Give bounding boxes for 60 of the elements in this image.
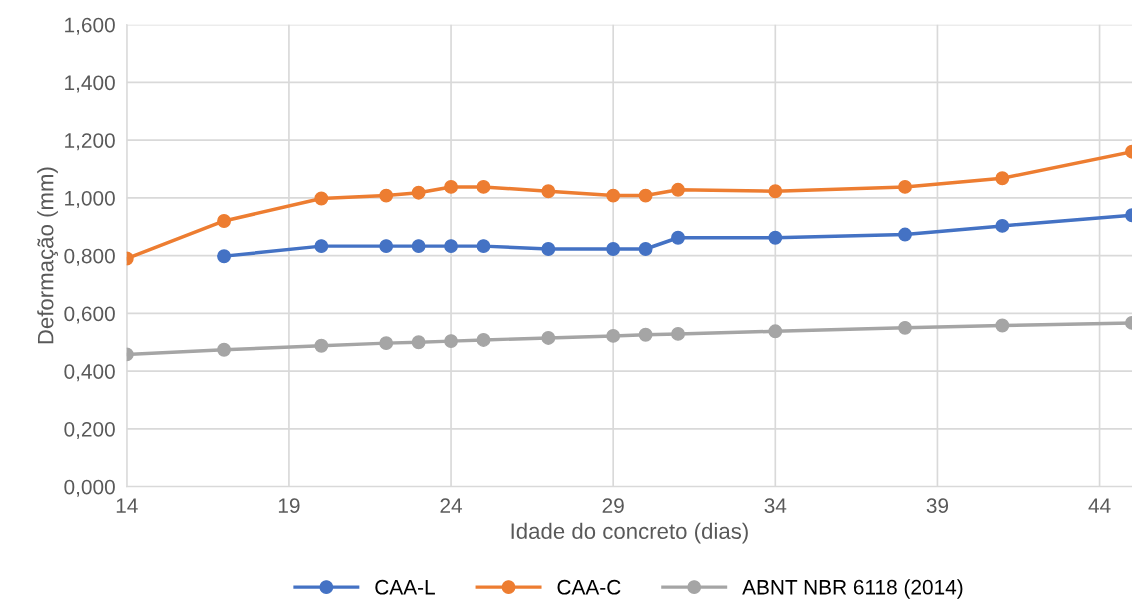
x-tick-label: 29: [602, 498, 624, 514]
point: [444, 334, 458, 349]
point: [411, 239, 426, 254]
point: [217, 342, 232, 357]
point: [606, 328, 621, 343]
point: [411, 185, 426, 200]
x-tick-label: 24: [440, 498, 463, 513]
x-axis-title: Idade do concreto (dias): [511, 522, 748, 544]
point: [898, 320, 912, 335]
point: [217, 249, 232, 264]
point: [444, 239, 458, 254]
point: [379, 188, 394, 203]
y-tick-label: 0,000: [64, 479, 115, 497]
point: [606, 188, 621, 203]
point: [898, 227, 912, 242]
point: [898, 179, 912, 194]
x-tick-label: 39: [926, 498, 949, 514]
point: [411, 335, 426, 350]
y-tick-label: 1,400: [65, 75, 115, 93]
y-tick-label: 1,200: [65, 133, 115, 151]
point: [995, 218, 1010, 233]
point: [638, 188, 653, 203]
point: [638, 242, 653, 256]
point: [768, 184, 783, 199]
y-tick-label: 1,000: [65, 190, 115, 209]
point: [768, 230, 783, 245]
legend-label: CAA-C: [557, 579, 621, 595]
point: [995, 171, 1010, 186]
point: [444, 179, 458, 194]
y-tick-label: 0,800: [64, 248, 115, 266]
point: [671, 182, 685, 197]
point: [995, 318, 1010, 333]
point: [541, 242, 556, 256]
x-tick-label: 44: [1088, 498, 1111, 513]
point: [314, 239, 329, 254]
point: [671, 326, 685, 341]
x-tick-label: 34: [764, 498, 787, 514]
x-tick-label: 14: [116, 498, 138, 513]
legend-label: ABNT NBR 6118 (2014): [742, 579, 963, 599]
point: [541, 184, 556, 199]
point: [314, 338, 329, 353]
y-tick-label: 0,400: [64, 364, 115, 382]
y-tick-label: 0,200: [64, 421, 115, 440]
point: [217, 214, 232, 228]
point: [476, 239, 491, 254]
point: [768, 324, 783, 339]
y-axis-title: Deformação (mm): [37, 167, 58, 344]
point: [314, 191, 329, 206]
y-tick-label: 1,600: [65, 17, 115, 35]
y-tick-label: 0,600: [64, 306, 115, 324]
point: [638, 327, 653, 342]
x-tick-label: 19: [278, 498, 300, 514]
point: [379, 239, 394, 254]
point: [541, 330, 556, 345]
legend-label: CAA-L: [375, 579, 435, 595]
point: [476, 179, 491, 194]
point: [606, 242, 621, 256]
point: [476, 333, 491, 347]
point: [671, 230, 685, 245]
point: [379, 336, 394, 351]
